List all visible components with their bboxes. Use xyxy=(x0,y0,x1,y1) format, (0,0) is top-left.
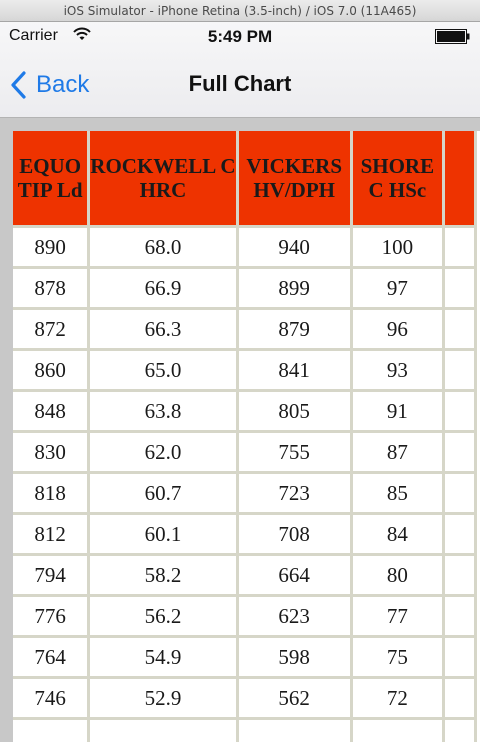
back-button[interactable]: Back xyxy=(10,68,89,102)
table-row xyxy=(13,720,474,742)
cell-vickers xyxy=(238,720,350,742)
table-row: 890 68.0 940 100 xyxy=(13,228,474,266)
cell-shore: 72 xyxy=(352,679,442,717)
cell-equotip xyxy=(13,720,88,742)
battery-icon xyxy=(435,29,470,44)
cell-equotip: 818 xyxy=(13,474,88,512)
cell-rockwell: 52.9 xyxy=(90,679,236,717)
cell-vickers: 940 xyxy=(238,228,350,266)
back-button-label: Back xyxy=(36,71,90,98)
cell-equotip: 878 xyxy=(13,269,88,307)
navigation-area: Carrier 5:49 PM Back Full Chart xyxy=(0,22,480,118)
cell-rockwell: 65.0 xyxy=(90,351,236,389)
cell-shore: 91 xyxy=(352,392,442,430)
cell-shore: 93 xyxy=(352,351,442,389)
hardness-conversion-table: EQUO TIP Ld ROCKWELL C HRC VICKERS HV/DP… xyxy=(13,131,477,742)
cell-extra xyxy=(444,638,474,676)
cell-vickers: 598 xyxy=(238,638,350,676)
cell-vickers: 708 xyxy=(238,515,350,553)
cell-shore: 85 xyxy=(352,474,442,512)
table-row: 776 56.2 623 77 xyxy=(13,597,474,635)
cell-equotip: 812 xyxy=(13,515,88,553)
cell-rockwell: 58.2 xyxy=(90,556,236,594)
cell-shore: 96 xyxy=(352,310,442,348)
cell-equotip: 776 xyxy=(13,597,88,635)
cell-vickers: 755 xyxy=(238,433,350,471)
cell-equotip: 848 xyxy=(13,392,88,430)
cell-extra xyxy=(444,433,474,471)
cell-shore: 75 xyxy=(352,638,442,676)
cell-shore: 84 xyxy=(352,515,442,553)
cell-vickers: 879 xyxy=(238,310,350,348)
cell-rockwell: 63.8 xyxy=(90,392,236,430)
cell-equotip: 746 xyxy=(13,679,88,717)
cell-shore: 80 xyxy=(352,556,442,594)
wifi-icon xyxy=(73,27,91,40)
chevron-left-icon xyxy=(11,71,26,99)
cell-equotip: 764 xyxy=(13,638,88,676)
table-row: 746 52.9 562 72 xyxy=(13,679,474,717)
cell-rockwell: 60.1 xyxy=(90,515,236,553)
cell-vickers: 723 xyxy=(238,474,350,512)
cell-extra xyxy=(444,515,474,553)
cell-vickers: 623 xyxy=(238,597,350,635)
page-title: Full Chart xyxy=(188,71,292,96)
column-header-vickers: VICKERS HV/DPH xyxy=(238,131,350,225)
cell-rockwell: 60.7 xyxy=(90,474,236,512)
cell-extra xyxy=(444,556,474,594)
table-row: 818 60.7 723 85 xyxy=(13,474,474,512)
cell-rockwell: 66.3 xyxy=(90,310,236,348)
cell-rockwell: 68.0 xyxy=(90,228,236,266)
cell-vickers: 899 xyxy=(238,269,350,307)
column-header-shore: SHORE C HSc xyxy=(352,131,442,225)
cell-extra xyxy=(444,228,474,266)
cell-vickers: 664 xyxy=(238,556,350,594)
status-time: 5:49 PM xyxy=(207,27,273,46)
cell-vickers: 805 xyxy=(238,392,350,430)
cell-shore xyxy=(352,720,442,742)
column-header-rockwell: ROCKWELL C HRC xyxy=(90,131,236,225)
table-row: 794 58.2 664 80 xyxy=(13,556,474,594)
cell-rockwell: 66.9 xyxy=(90,269,236,307)
cell-shore: 97 xyxy=(352,269,442,307)
cell-equotip: 830 xyxy=(13,433,88,471)
cell-rockwell: 54.9 xyxy=(90,638,236,676)
cell-equotip: 860 xyxy=(13,351,88,389)
table-header-row: EQUO TIP Ld ROCKWELL C HRC VICKERS HV/DP… xyxy=(13,131,474,225)
cell-shore: 77 xyxy=(352,597,442,635)
cell-extra xyxy=(444,720,474,742)
cell-vickers: 562 xyxy=(238,679,350,717)
cell-extra xyxy=(444,310,474,348)
table-row: 830 62.0 755 87 xyxy=(13,433,474,471)
cell-rockwell: 62.0 xyxy=(90,433,236,471)
hardness-chart-scroll[interactable]: EQUO TIP Ld ROCKWELL C HRC VICKERS HV/DP… xyxy=(13,131,480,742)
table-row: 764 54.9 598 75 xyxy=(13,638,474,676)
cell-vickers: 841 xyxy=(238,351,350,389)
table-row: 848 63.8 805 91 xyxy=(13,392,474,430)
cell-extra xyxy=(444,392,474,430)
table-row: 878 66.9 899 97 xyxy=(13,269,474,307)
cell-equotip: 890 xyxy=(13,228,88,266)
cell-equotip: 872 xyxy=(13,310,88,348)
cell-extra xyxy=(444,679,474,717)
cell-rockwell: 56.2 xyxy=(90,597,236,635)
cell-equotip: 794 xyxy=(13,556,88,594)
cell-rockwell xyxy=(90,720,236,742)
cell-shore: 100 xyxy=(352,228,442,266)
status-bar: Carrier 5:49 PM xyxy=(0,22,480,52)
column-header-equotip: EQUO TIP Ld xyxy=(13,131,88,225)
cell-extra xyxy=(444,474,474,512)
column-header-extra xyxy=(444,131,474,225)
cell-extra xyxy=(444,351,474,389)
table-row: 812 60.1 708 84 xyxy=(13,515,474,553)
table-row: 860 65.0 841 93 xyxy=(13,351,474,389)
carrier-label: Carrier xyxy=(9,27,58,44)
simulator-title-bar: iOS Simulator - iPhone Retina (3.5-inch)… xyxy=(0,0,480,22)
cell-shore: 87 xyxy=(352,433,442,471)
cell-extra xyxy=(444,269,474,307)
table-row: 872 66.3 879 96 xyxy=(13,310,474,348)
cell-extra xyxy=(444,597,474,635)
